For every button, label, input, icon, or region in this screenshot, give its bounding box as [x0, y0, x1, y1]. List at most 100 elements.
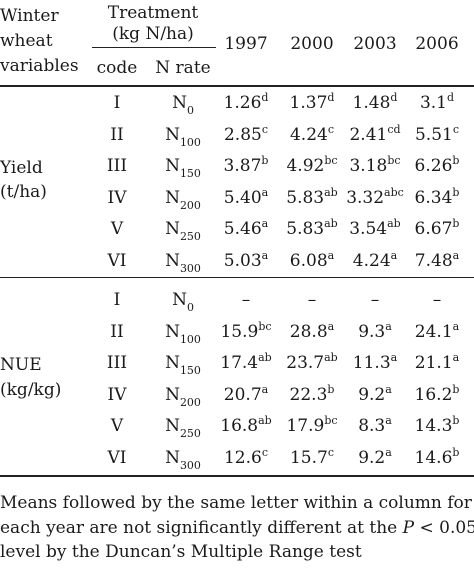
- significance-letter: a: [390, 351, 398, 364]
- nrate-base: N: [165, 385, 180, 405]
- row-code: I: [113, 93, 121, 113]
- nue-group-unit: (kg/kg): [0, 380, 62, 400]
- row-nrate: N0: [172, 93, 194, 116]
- significance-letter: c: [452, 123, 460, 136]
- cell-value: –: [307, 290, 317, 310]
- significance-letter: ab: [324, 186, 338, 199]
- nrate-subscript: 250: [179, 230, 201, 243]
- nrate-subscript: 300: [179, 262, 201, 275]
- nrate-subscript: 200: [179, 396, 201, 409]
- cell-value: 1.26: [223, 93, 262, 113]
- yield-group-unit: (t/ha): [0, 182, 47, 202]
- cell-value: 6.26: [414, 156, 453, 176]
- significance-letter: ab: [324, 351, 338, 364]
- significance-letter: a: [327, 249, 335, 262]
- significance-letter: ab: [324, 217, 338, 230]
- cell-value: 5.46: [223, 219, 262, 239]
- nrate-subscript: 0: [186, 104, 194, 117]
- nrate-subscript: 100: [179, 333, 201, 346]
- cell-value: 3.1: [419, 93, 447, 113]
- nrate-base: N: [165, 416, 180, 436]
- year-header-2006: 2006: [415, 34, 459, 54]
- significance-letter: b: [327, 383, 335, 396]
- table-cell: 12.6c: [224, 446, 269, 468]
- nrate-base: N: [165, 219, 180, 239]
- nrate-subscript: 200: [179, 199, 201, 212]
- code-header: code: [96, 58, 138, 78]
- nrate-subscript: 150: [179, 364, 201, 377]
- year-header-2003: 2003: [353, 34, 397, 54]
- cell-value: –: [432, 290, 442, 310]
- significance-letter: c: [327, 123, 335, 136]
- cell-value: 4.92: [286, 156, 325, 176]
- significance-letter: a: [261, 186, 269, 199]
- significance-letter: a: [390, 249, 398, 262]
- table-cell: –: [433, 290, 442, 310]
- table-cell: 21.1a: [415, 351, 460, 373]
- cell-value: 9.2: [358, 448, 386, 468]
- cell-value: 24.1: [414, 322, 453, 342]
- significance-letter: a: [452, 320, 460, 333]
- year-header-2000: 2000: [290, 34, 334, 54]
- cell-value: 16.8: [220, 416, 259, 436]
- table-cell: 17.9bc: [286, 415, 337, 436]
- cell-value: 6.08: [289, 251, 328, 271]
- table-cell: 14.6b: [415, 446, 460, 468]
- table-cell: 15.7c: [289, 447, 334, 468]
- row-code: II: [110, 322, 124, 342]
- cell-value: 15.9: [220, 322, 259, 342]
- significance-letter: c: [261, 446, 269, 459]
- table-cell: –: [308, 290, 317, 310]
- table-cell: 2.41cd: [349, 124, 400, 145]
- cell-value: 15.7: [289, 448, 328, 468]
- row-code: VI: [107, 251, 127, 271]
- significance-letter: b: [452, 446, 460, 459]
- footnote-line-2-pre: each year are not significantly differen…: [0, 517, 403, 538]
- nrate-subscript: 250: [179, 427, 201, 440]
- cell-value: 8.3: [358, 416, 386, 436]
- table-cell: 3.1d: [419, 91, 455, 113]
- cell-value: 7.48: [414, 251, 453, 271]
- significance-letter: d: [327, 91, 335, 104]
- table-cell: 9.3a: [358, 320, 392, 342]
- table-cell: 20.7a: [224, 384, 268, 405]
- cell-value: 3.18: [349, 156, 388, 176]
- nrate-subscript: 150: [179, 167, 201, 180]
- table-cell: 9.2a: [358, 447, 392, 468]
- table-cell: –: [371, 290, 380, 310]
- significance-letter: ab: [258, 351, 272, 364]
- significance-letter: a: [385, 320, 392, 333]
- cell-value: 9.2: [358, 385, 386, 405]
- cell-value: 3.32: [346, 188, 385, 208]
- nrate-base: N: [165, 448, 180, 468]
- row-nrate: N150: [165, 353, 201, 376]
- nrate-base: N: [165, 156, 180, 176]
- table-cell: 6.34b: [415, 186, 460, 208]
- variables-label-3: variables: [0, 56, 79, 76]
- significance-letter: d: [447, 91, 455, 104]
- table-cell: 4.24a: [353, 249, 398, 271]
- table-cell: 5.46a: [223, 217, 269, 239]
- nrate-base: N: [165, 188, 180, 208]
- table-cell: 5.83ab: [286, 217, 338, 239]
- treatment-title: Treatment: [107, 3, 199, 23]
- footnote-line-2-post: < 0.05: [414, 517, 474, 538]
- table-cell: 9.2a: [358, 384, 392, 405]
- table-cell: 22.3b: [290, 383, 335, 405]
- row-code: III: [106, 156, 128, 176]
- table-cell: 16.8ab: [220, 415, 271, 436]
- nrate-base: N: [172, 290, 187, 310]
- cell-value: –: [241, 290, 251, 310]
- group-divider-rule: [0, 277, 474, 278]
- significance-letter: a: [261, 217, 269, 230]
- cell-value: 23.7: [286, 353, 325, 373]
- significance-letter: a: [385, 414, 392, 427]
- row-code: V: [110, 416, 124, 436]
- table-cell: 17.4ab: [220, 351, 272, 373]
- significance-letter: b: [452, 186, 460, 199]
- table-cell: 5.40a: [224, 186, 269, 208]
- significance-letter: a: [452, 351, 460, 364]
- variables-label-2: wheat: [0, 31, 53, 51]
- row-nrate: N200: [165, 385, 201, 408]
- cell-value: 28.8: [289, 322, 328, 342]
